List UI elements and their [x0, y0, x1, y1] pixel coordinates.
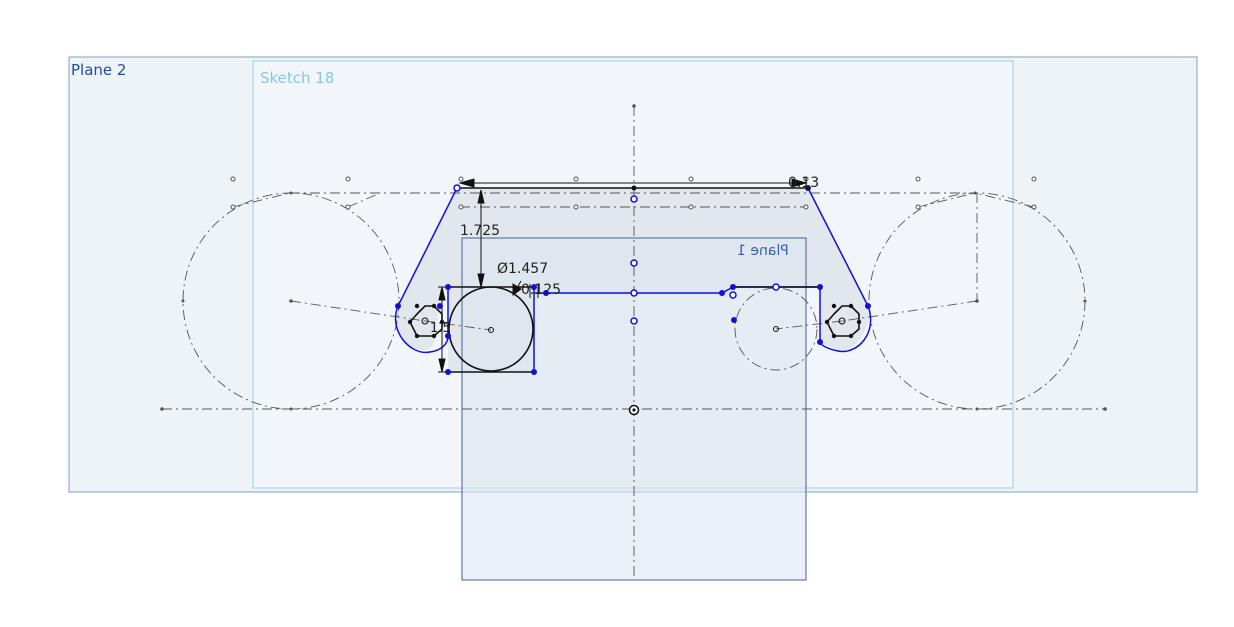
sketch-hex-right — [826, 305, 860, 337]
plane-1-label[interactable]: Plane 1 — [737, 243, 789, 259]
construction-spoke-left — [290, 300, 426, 322]
construction-spoke-right — [841, 300, 978, 322]
sketch-arc-left-lug — [394, 305, 449, 354]
dimension-15-label[interactable]: 1.5 — [430, 321, 451, 336]
construction-diag-left-2 — [347, 192, 381, 208]
construction-circle-right-small — [734, 287, 818, 371]
dimension-013-label[interactable]: 0.13 — [788, 175, 820, 191]
dimension-diameter-label[interactable]: Ø1.457 — [497, 261, 549, 277]
construction-spoke-left-2 — [424, 320, 492, 331]
dimension-0125-label[interactable]: 0.125 — [521, 282, 562, 298]
sketch-arc-right-lug — [819, 305, 872, 353]
origin-point[interactable] — [628, 404, 640, 416]
plane-2-label[interactable]: Plane 2 — [71, 61, 127, 79]
dimension-1725-label[interactable]: 1.725 — [460, 223, 501, 239]
construction-diag-right-1 — [917, 192, 976, 208]
dimension-annotations[interactable] — [438, 178, 808, 373]
construction-spoke-right-2 — [775, 320, 843, 330]
sketch-edge-left-slant — [397, 187, 458, 307]
sketch-edge-right-slant — [807, 187, 869, 307]
sketch-18-label[interactable]: Sketch 18 — [260, 69, 335, 87]
construction-diag-left-1 — [232, 192, 291, 208]
construction-points[interactable] — [230, 176, 1037, 210]
